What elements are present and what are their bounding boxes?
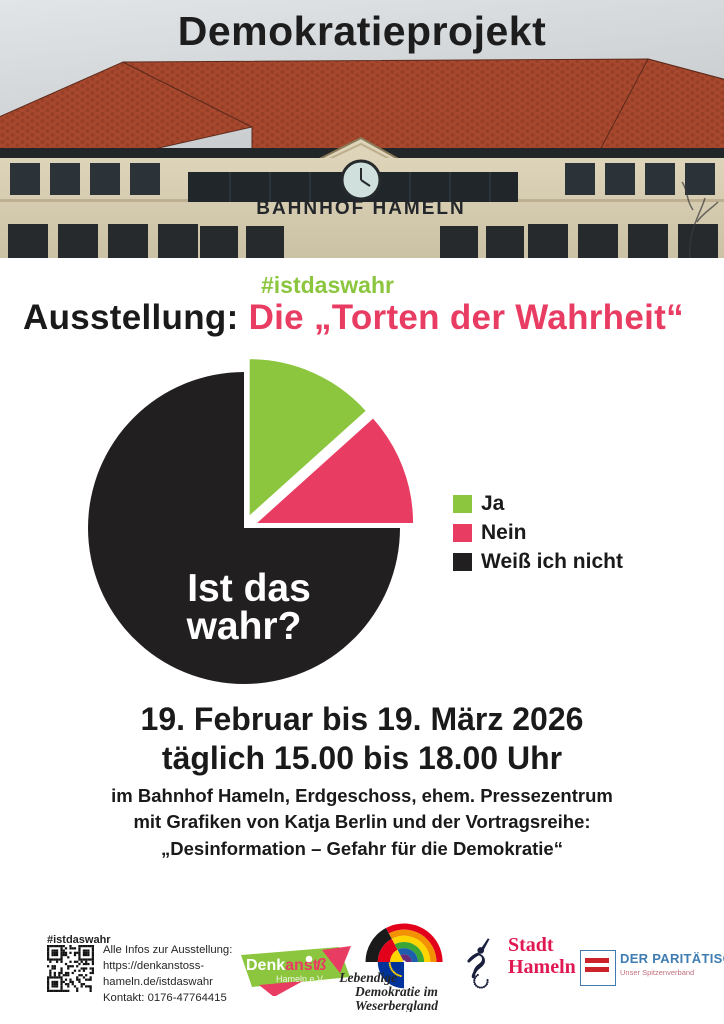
svg-text:Hameln e.V.: Hameln e.V. — [276, 974, 325, 984]
svg-text:Lebendige: Lebendige — [338, 970, 397, 985]
svg-text:ß: ß — [316, 955, 326, 974]
svg-text:wahr?: wahr? — [186, 605, 302, 648]
svg-text:Demokratie im: Demokratie im — [354, 984, 438, 999]
svg-text:Ist das: Ist das — [187, 567, 311, 610]
svg-text:Weserbergland: Weserbergland — [355, 998, 438, 1012]
